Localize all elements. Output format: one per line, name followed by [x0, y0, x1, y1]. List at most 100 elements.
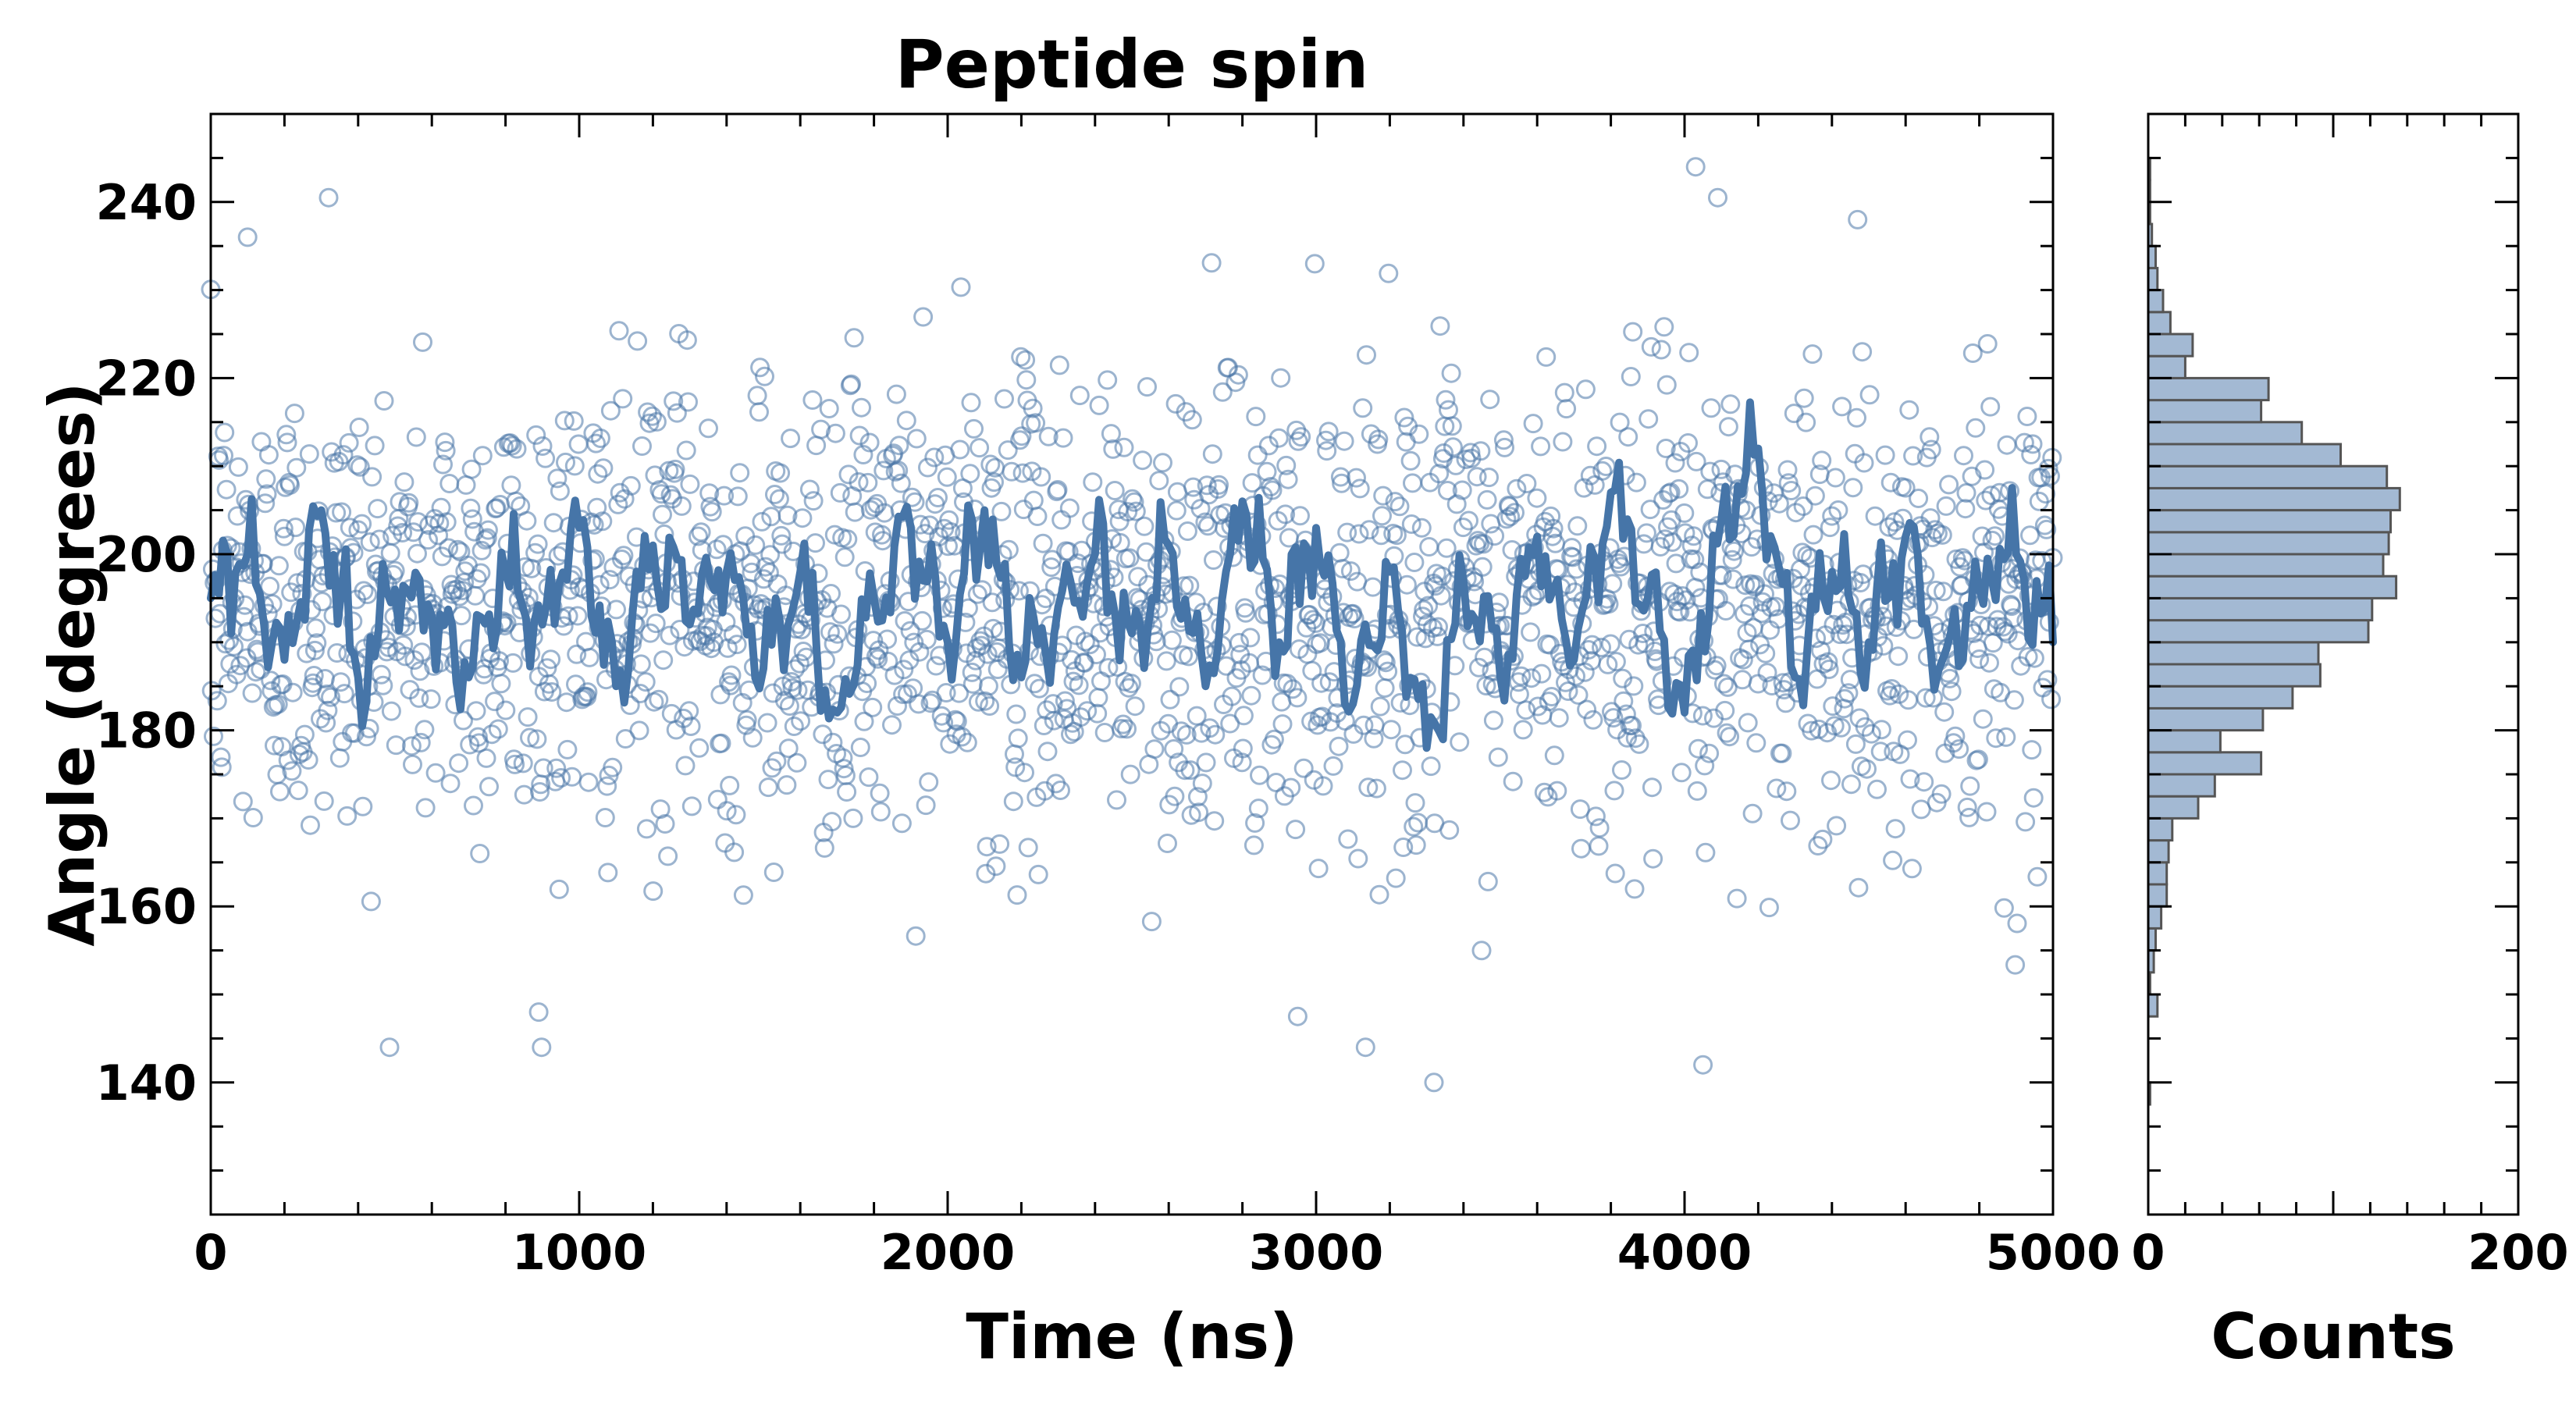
scatter-point [270, 781, 290, 802]
scatter-point [513, 753, 533, 774]
scatter-point [1417, 614, 1437, 635]
scatter-point [2023, 434, 2043, 454]
scatter-point [1604, 781, 1624, 801]
scatter-point [294, 724, 315, 745]
scatter-point [1248, 799, 1268, 819]
scatter-point [1286, 820, 1306, 840]
smoothed-angle-line [207, 398, 2057, 752]
scatter-point [1812, 450, 1832, 471]
scatter-point [233, 791, 253, 812]
scatter-point [1485, 526, 1505, 546]
scatter-point [1612, 760, 1631, 780]
scatter-point [360, 532, 380, 552]
scatter-point [1865, 506, 1885, 526]
scatter-point [1373, 486, 1393, 506]
scatter-point [1852, 342, 1873, 362]
histogram-bar [2147, 311, 2172, 336]
scatter-point [472, 446, 493, 466]
scatter-point [1124, 492, 1144, 512]
scatter-point [1080, 635, 1100, 655]
scatter-point [1429, 617, 1448, 637]
scatter-point [1015, 763, 1034, 783]
histogram-bar [2147, 905, 2163, 930]
scatter-point [655, 814, 675, 834]
scatter-point [1854, 453, 1874, 473]
scatter-point [678, 392, 698, 412]
scatter-point [507, 439, 527, 459]
scatter-point [243, 808, 263, 827]
scatter-point [1614, 691, 1634, 711]
scatter-point [539, 674, 559, 694]
y-axis-label: Angle (degrees) [36, 382, 109, 946]
scatter-point [216, 479, 237, 500]
scatter-point [461, 459, 482, 479]
scatter-point [1469, 657, 1489, 678]
scatter-point [1957, 797, 1977, 817]
scatter-point [1654, 317, 1674, 337]
scatter-point [284, 404, 304, 424]
scatter-point [1368, 429, 1389, 450]
scatter-point [924, 447, 945, 468]
scatter-point [1393, 838, 1414, 857]
scatter-point [681, 717, 701, 736]
scatter-point [1098, 370, 1118, 390]
scatter-point [314, 791, 334, 811]
scatter-point [1381, 720, 1401, 740]
histogram-bar [2147, 729, 2222, 754]
scatter-point [1823, 614, 1844, 635]
scatter-point [1141, 912, 1162, 932]
y-tick-label: 240 [96, 174, 197, 231]
scatter-point [827, 624, 848, 644]
scatter-point [546, 758, 567, 778]
scatter-point [1404, 553, 1425, 572]
scatter-point [1796, 412, 1816, 432]
scatter-point [404, 522, 424, 542]
scatter-point [721, 665, 742, 685]
scatter-point [1055, 691, 1075, 711]
scatter-point [1023, 398, 1043, 418]
scatter-point [1686, 451, 1706, 471]
scatter-point-outlier [237, 227, 258, 247]
scatter-point [640, 623, 660, 643]
scatter-point [1437, 481, 1457, 500]
scatter-point [255, 493, 276, 514]
scatter-point [1934, 702, 1955, 722]
scatter-point [2014, 432, 2034, 453]
scatter-point [1692, 706, 1713, 726]
scatter-point [1304, 254, 1325, 274]
scatter-point [1011, 347, 1031, 367]
scatter-point [526, 425, 546, 445]
scatter-point [1201, 253, 1222, 273]
scatter-point [1843, 478, 1863, 498]
scatter-point [1820, 518, 1840, 538]
scatter-point [1169, 677, 1190, 697]
scatter-point [1278, 469, 1298, 489]
scatter-point [1334, 431, 1354, 451]
scatter-point [949, 683, 970, 703]
scatter-point [1934, 582, 1953, 602]
scatter-point [1009, 581, 1029, 601]
scatter-point [720, 775, 740, 795]
scatter-point [658, 846, 678, 866]
scatter-point [713, 535, 733, 555]
scatter-point [913, 307, 934, 327]
scatter-point [1229, 632, 1249, 653]
scatter-point [1885, 819, 1905, 839]
scatter-point [777, 775, 797, 795]
scatter-point [643, 881, 664, 902]
scatter-point [1293, 758, 1314, 778]
scatter-point [781, 429, 801, 449]
scatter-point [1003, 791, 1023, 812]
scatter-point [936, 683, 956, 702]
histogram-bar [2147, 509, 2392, 534]
scatter-point [843, 808, 863, 828]
scatter-point [1156, 651, 1176, 671]
scatter-point [916, 629, 937, 649]
scatter-point [592, 511, 613, 532]
scatter-point [1685, 550, 1705, 570]
scatter-point [1075, 631, 1095, 652]
scatter-point [1861, 724, 1881, 744]
scatter-point [1699, 743, 1720, 763]
scatter-point [1310, 633, 1330, 653]
scatter-point [1832, 397, 1852, 417]
